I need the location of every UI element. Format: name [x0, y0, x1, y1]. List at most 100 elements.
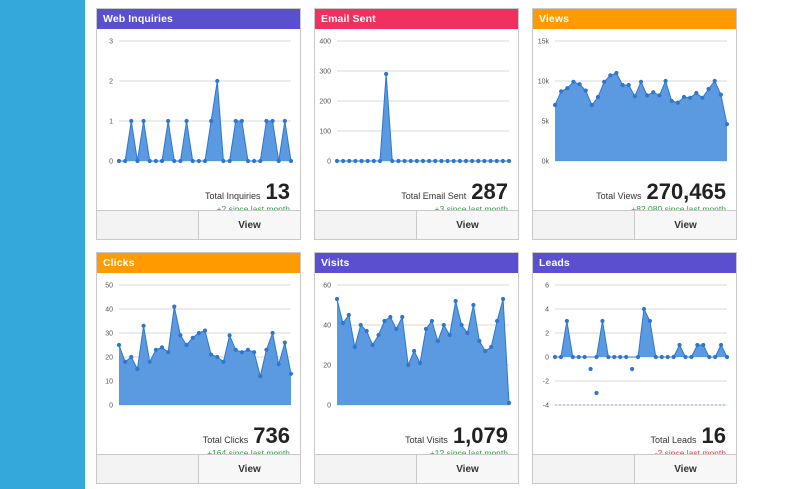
data-point [276, 362, 281, 367]
data-point [178, 333, 183, 338]
data-point [441, 322, 446, 328]
data-point [470, 158, 475, 164]
data-point [371, 158, 376, 164]
y-tick-label: 0 [109, 403, 113, 410]
data-point [427, 158, 432, 164]
data-point [577, 82, 582, 87]
data-point [359, 158, 364, 164]
data-point [576, 354, 581, 360]
data-point [700, 95, 705, 100]
footer-blank-cell [533, 455, 635, 483]
card-title: Views [533, 9, 736, 29]
visits-card: Visits 0 20 40 60 Total Visits 1,079 +12 si… [314, 252, 519, 484]
view-button[interactable]: View [635, 455, 736, 483]
since-last-month: +12 since last month [429, 448, 508, 458]
data-point [376, 332, 381, 338]
data-point [196, 158, 201, 164]
card-footer: View [97, 454, 300, 483]
visits-chart: 0 20 40 60 [323, 283, 512, 410]
data-point [334, 158, 340, 164]
footer-blank-cell [533, 211, 635, 239]
data-point [364, 328, 369, 334]
data-point [358, 322, 363, 328]
data-point [245, 347, 251, 352]
data-point [388, 314, 393, 320]
data-point [252, 158, 257, 164]
data-point [190, 158, 195, 164]
data-point [135, 366, 140, 372]
data-point [394, 326, 399, 332]
email-sent-card: Email Sent 0 100 200 300 400 Total Email Sen… [314, 8, 519, 240]
card-title: Clicks [97, 253, 300, 273]
data-point [645, 93, 650, 98]
y-tick-label: 50 [105, 283, 113, 290]
footer-blank-cell [315, 455, 417, 483]
data-point [651, 90, 656, 95]
total-label: Total Clicks [202, 435, 249, 445]
view-button[interactable]: View [199, 455, 300, 483]
views-chart: 0k 5k 10k 15k [538, 39, 730, 166]
view-button[interactable]: View [199, 211, 300, 239]
series-area [119, 81, 291, 161]
data-point [402, 158, 407, 164]
data-point [341, 158, 346, 164]
data-point [147, 359, 152, 364]
data-point [459, 322, 464, 328]
card-title: Web Inquiries [97, 9, 300, 29]
y-tick-label: 60 [323, 283, 331, 290]
data-point [506, 158, 512, 164]
data-point [488, 158, 493, 164]
data-point [172, 158, 177, 164]
data-point [626, 82, 631, 88]
data-point [264, 118, 269, 124]
y-tick-label: 30 [105, 331, 113, 338]
data-point [406, 362, 411, 368]
data-point [602, 79, 607, 84]
data-point [282, 118, 287, 124]
total-value: 1,079 [452, 423, 508, 448]
footer-blank-cell [97, 455, 199, 483]
data-point [353, 158, 358, 164]
data-point [552, 354, 558, 360]
data-point [630, 366, 635, 372]
total-label: Total Email Sent [401, 191, 467, 201]
view-button[interactable]: View [635, 211, 736, 239]
data-point [414, 158, 419, 164]
data-point [671, 354, 676, 360]
series-area [337, 74, 509, 161]
data-point [340, 320, 346, 326]
data-point [258, 158, 263, 164]
data-point [159, 345, 165, 350]
views-card: Views 0k 5k 10k 15k Total Views 270,465 +82… [532, 8, 737, 240]
leads-card: Leads -4 -2 0 2 4 6 Total Leads 16 -2 since l… [532, 252, 737, 484]
data-point [190, 335, 195, 340]
y-tick-label: 10k [538, 79, 550, 86]
series-line [337, 73, 509, 162]
left-sidebar [0, 0, 85, 489]
data-point [147, 158, 152, 164]
y-tick-label: 0k [542, 159, 550, 166]
web-inquiries-card: Web Inquiries 0 1 2 3 Total Inquiries 13 +2… [96, 8, 301, 240]
y-tick-label: 0 [327, 403, 331, 410]
y-tick-label: -2 [543, 379, 549, 386]
leads-chart: -4 -2 0 2 4 6 [543, 283, 730, 410]
data-point [346, 312, 351, 318]
card-footer: View [315, 210, 518, 239]
view-button[interactable]: View [417, 211, 518, 239]
data-point [178, 158, 183, 164]
data-point [558, 354, 564, 360]
data-point [221, 158, 226, 164]
data-point [701, 342, 706, 348]
data-point [264, 347, 269, 352]
data-point [215, 78, 220, 84]
data-point [209, 352, 214, 357]
web-inquiries-chart: 0 1 2 3 [109, 39, 294, 166]
card-title: Visits [315, 253, 518, 273]
y-tick-label: 20 [105, 355, 113, 362]
data-point [377, 158, 383, 164]
data-point [614, 70, 619, 76]
data-point [606, 354, 611, 360]
data-point [153, 158, 158, 164]
data-point [657, 93, 662, 98]
view-button[interactable]: View [417, 455, 518, 483]
